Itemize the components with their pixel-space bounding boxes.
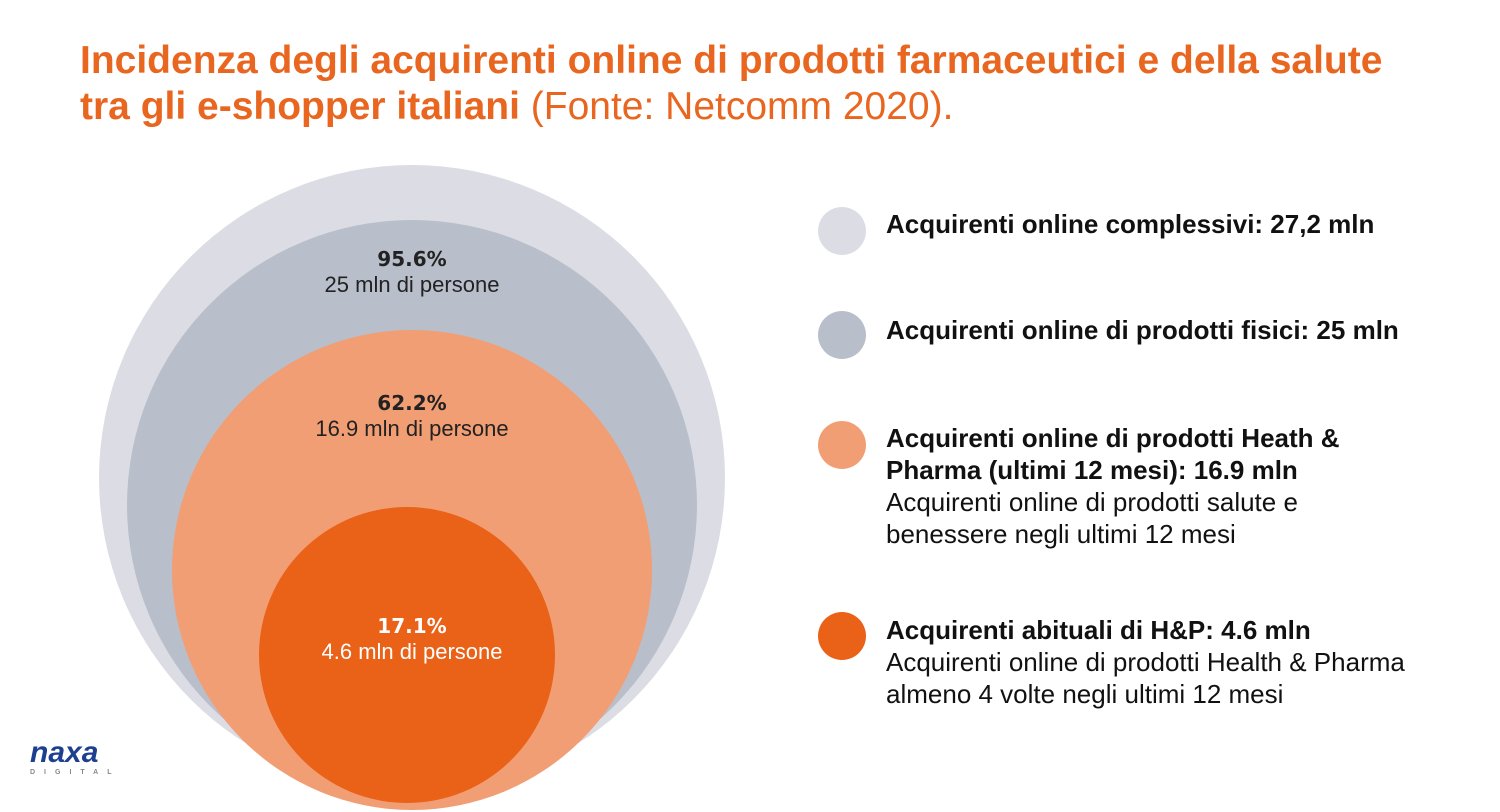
label: 4.6 mln di persone [321, 639, 503, 664]
title-bold: Incidenza degli acquirenti online di pro… [80, 39, 1383, 128]
legend-item: Acquirenti online di prodotti Heath & Ph… [886, 422, 1406, 550]
title: Incidenza degli acquirenti online di pro… [80, 38, 1440, 130]
legend-description: Acquirenti online di prodotti Health & P… [886, 647, 1405, 709]
legend-dot [818, 311, 866, 359]
legend-title: Acquirenti abituali di H&P: 4.6 mln [886, 615, 1311, 645]
circle-label: 95.6% 25 mln di persone [212, 247, 612, 297]
percent: 17.1% [377, 614, 447, 638]
legend-title: Acquirenti online di prodotti Heath & Ph… [886, 423, 1340, 485]
label: 25 mln di persone [324, 272, 500, 297]
circle-label: 17.1% 4.6 mln di persone [212, 614, 612, 664]
title-source: (Fonte: Netcomm 2020). [530, 85, 954, 128]
legend-item: Acquirenti online di prodotti fisici: 25… [886, 314, 1406, 346]
legend-dot [818, 207, 866, 255]
label: 16.9 mln di persone [315, 416, 509, 441]
circle-label: 62.2% 16.9 mln di persone [212, 391, 612, 441]
logo-name: naxa [30, 736, 99, 769]
legend-item: Acquirenti online complessivi: 27,2 mln [886, 208, 1406, 240]
percent: 62.2% [377, 391, 447, 415]
percent: 95.6% [377, 247, 447, 271]
legend-title: Acquirenti online di prodotti fisici: 25… [886, 315, 1399, 345]
logo-sub: DIGITAL [30, 769, 121, 776]
legend-description: Acquirenti online di prodotti salute e b… [886, 487, 1298, 549]
logo: naxa DIGITAL [30, 738, 120, 778]
legend-title: Acquirenti online complessivi: 27,2 mln [886, 209, 1375, 239]
legend-dot [818, 421, 866, 469]
legend-item: Acquirenti abituali di H&P: 4.6 mln Acqui… [886, 614, 1406, 710]
legend-dot [818, 612, 866, 660]
circle-habitual [259, 507, 555, 803]
